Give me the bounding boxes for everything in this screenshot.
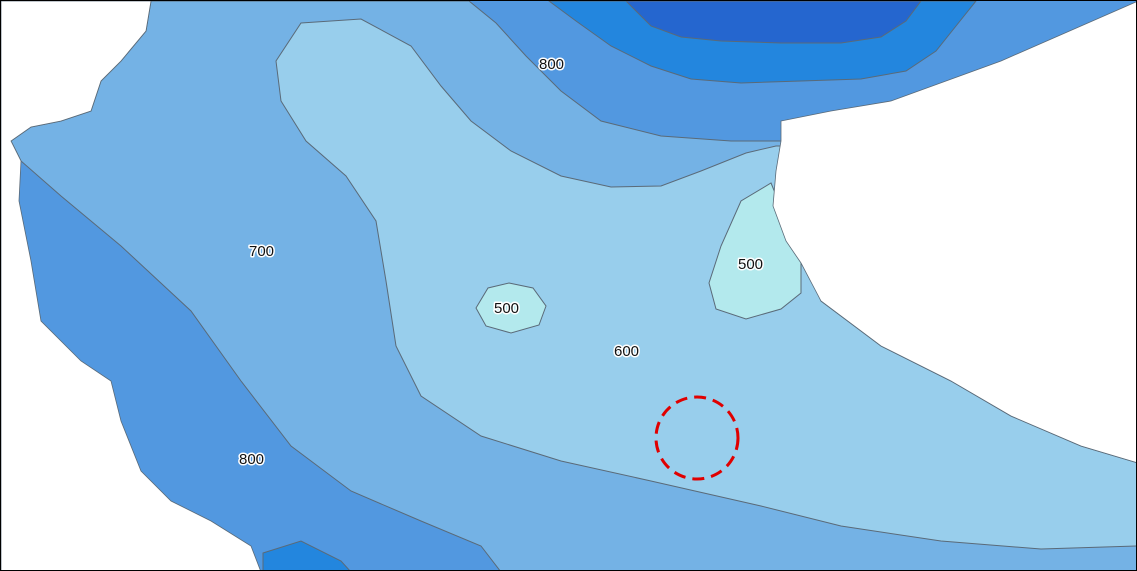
contour-label-600-center: 600 — [614, 343, 639, 360]
contour-label-500-center: 500 — [494, 300, 519, 317]
contour-label-500-right: 500 — [738, 256, 763, 273]
band-900-bottom-region — [262, 540, 350, 570]
contour-label-800-bottom-left: 800 — [239, 451, 264, 468]
outside-area-left — [1, 1, 261, 570]
outside-area — [772, 1, 1136, 463]
contour-label-700-left: 700 — [249, 243, 274, 260]
dashed-circle-marker — [654, 395, 740, 481]
contour-label-800-top: 800 — [539, 56, 564, 73]
band-500-center-region — [475, 282, 547, 334]
band-1000-region — [625, 1, 922, 44]
